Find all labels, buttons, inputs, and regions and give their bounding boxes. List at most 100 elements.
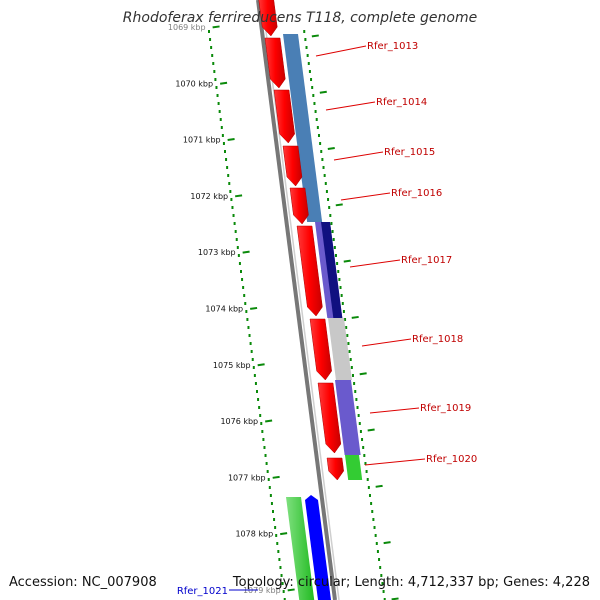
inner-ring-dot xyxy=(228,182,231,185)
outer-ring-dot xyxy=(323,174,326,177)
outer-ring-dot xyxy=(356,406,359,409)
inner-ring-dot xyxy=(274,526,277,529)
inner-ring-dot xyxy=(251,358,254,361)
inner-ring-dot xyxy=(248,334,251,337)
inner-ring-dot xyxy=(227,174,230,177)
inner-ring-dot xyxy=(246,318,249,321)
outer-ring-dot xyxy=(341,302,344,305)
gene-arrow[interactable] xyxy=(264,37,286,89)
outer-ring-dot xyxy=(313,102,316,105)
gene-arrow[interactable] xyxy=(309,318,332,381)
tick-label: 1075 kbp xyxy=(213,361,251,370)
gene-arrow[interactable] xyxy=(258,0,278,37)
outer-ring-dot xyxy=(361,438,364,441)
tick-mark xyxy=(235,194,243,198)
outer-ring-dot xyxy=(370,502,373,505)
gene-label-rfer-1019[interactable]: Rfer_1019 xyxy=(420,403,471,414)
accession-text: Accession: NC_007908 xyxy=(9,575,157,590)
outer-ring-dot xyxy=(319,142,322,145)
gene-label-rfer-1016[interactable]: Rfer_1016 xyxy=(391,188,442,199)
inner-ring-dot xyxy=(283,598,286,600)
outer-ring-dot xyxy=(371,510,374,513)
outer-ring-dot xyxy=(379,566,382,569)
blast-hit-segment xyxy=(335,380,361,455)
gene-arrow[interactable] xyxy=(289,187,309,225)
inner-ring-dot xyxy=(221,134,224,137)
outer-ring-dot xyxy=(308,70,311,73)
outer-ring-dot xyxy=(336,262,339,265)
tick-label: 1079 kbp xyxy=(243,586,281,595)
outer-ring-dot xyxy=(334,254,337,257)
tick-label: 1070 kbp xyxy=(175,79,213,88)
outer-tick-mark xyxy=(319,90,327,94)
gene-label-rfer-1021[interactable]: Rfer_1021 xyxy=(177,586,228,597)
gene-label-rfer-1013[interactable]: Rfer_1013 xyxy=(367,41,418,52)
outer-ring-dot xyxy=(380,574,383,577)
outer-ring-dot xyxy=(372,518,375,521)
gene-label-rfer-1018[interactable]: Rfer_1018 xyxy=(412,334,463,345)
gene-layer xyxy=(258,0,344,600)
outer-tick-mark xyxy=(383,541,391,545)
outer-ring-dot xyxy=(376,550,379,553)
outer-ring-dot xyxy=(340,294,343,297)
outer-ring-dot xyxy=(346,334,349,337)
tick-mark xyxy=(242,250,250,254)
outer-ring-dot xyxy=(312,94,315,97)
outer-ring-dot xyxy=(364,462,367,465)
gene-arrow[interactable] xyxy=(317,382,342,454)
inner-ring-dot xyxy=(281,582,284,585)
inner-ring-dot xyxy=(238,262,241,265)
gene-label-leader xyxy=(369,407,420,414)
tick-mark xyxy=(257,363,265,367)
outer-ring-dot xyxy=(304,38,307,41)
outer-ring-dot xyxy=(328,206,331,209)
outer-ring-dot xyxy=(351,374,354,377)
gene-arrow[interactable] xyxy=(296,225,323,317)
outer-ring-dot xyxy=(322,166,325,169)
outer-ring-dot xyxy=(382,590,385,593)
inner-ring-dot xyxy=(233,222,236,225)
gene-label-rfer-1014[interactable]: Rfer_1014 xyxy=(376,97,427,108)
outer-ring-dot xyxy=(306,54,309,57)
inner-ring-dot xyxy=(241,278,244,281)
inner-ring-dot xyxy=(218,110,221,113)
gene-arrow[interactable] xyxy=(326,457,344,481)
outer-ring-dot xyxy=(310,78,313,81)
inner-ring-dot xyxy=(213,70,216,73)
gene-label-rfer-1017[interactable]: Rfer_1017 xyxy=(401,255,452,266)
inner-ring-dot xyxy=(217,102,220,105)
inner-ring-dot xyxy=(270,502,273,505)
gene-blue[interactable] xyxy=(305,495,331,600)
inner-ring-dot xyxy=(247,326,250,329)
blast-hit-layer xyxy=(283,34,363,480)
inner-ring-dot xyxy=(277,550,280,553)
outer-tick-mark xyxy=(343,259,351,263)
gene-label-leader xyxy=(349,259,401,268)
inner-ring-dot xyxy=(258,406,261,409)
tick-mark xyxy=(219,81,228,85)
outer-ring-dot xyxy=(315,118,318,121)
blast-hit-segment xyxy=(321,222,343,318)
inner-ring-dot xyxy=(263,446,266,449)
outer-ring-dot xyxy=(342,310,345,313)
gene-label-rfer-1020[interactable]: Rfer_1020 xyxy=(426,454,477,465)
tick-label: 1073 kbp xyxy=(198,248,236,257)
inner-ring-dot xyxy=(257,398,260,401)
tick-mark xyxy=(265,419,273,423)
gene-arrow[interactable] xyxy=(282,145,303,187)
inner-ring-dot xyxy=(208,30,210,33)
gene-label-rfer-1015[interactable]: Rfer_1015 xyxy=(384,147,435,158)
backbone-layer xyxy=(256,0,340,600)
tick-label: 1074 kbp xyxy=(205,305,243,314)
outer-ring-dot xyxy=(330,222,333,225)
inner-ring-dot xyxy=(264,454,267,457)
outer-ring-dot xyxy=(347,342,350,345)
tick-mark xyxy=(280,532,288,536)
tick-layer: 1069 kbp 1070 kbp 1071 kbp 1072 kbp 1073 kbp… xyxy=(168,23,399,600)
inner-ring-dot xyxy=(224,150,226,153)
gene-arrow[interactable] xyxy=(273,89,295,144)
inner-ring-dot xyxy=(237,254,240,257)
blast-hit-segment xyxy=(328,318,352,380)
